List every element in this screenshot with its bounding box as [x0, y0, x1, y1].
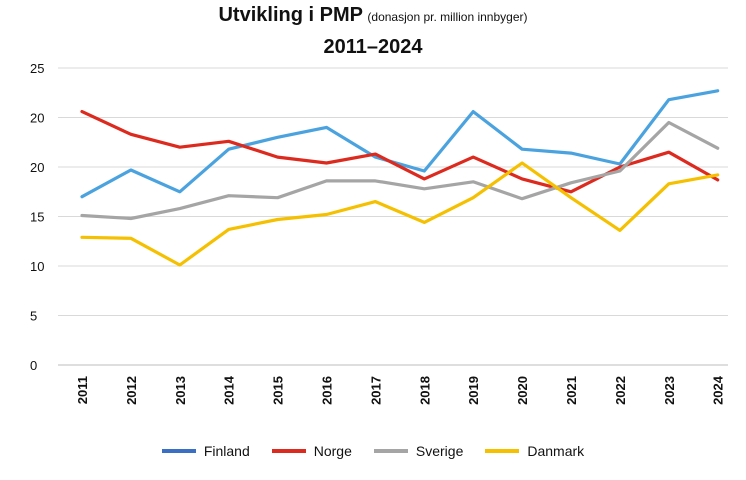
series-line-finland — [80, 89, 720, 199]
x-tick-label: 2018 — [417, 376, 432, 405]
y-tick-label: 20 — [30, 111, 44, 126]
chart-title-note: (donasjon pr. million innbyger) — [367, 10, 528, 24]
legend-item-norge: Norge — [271, 443, 352, 459]
chart-title: Utvikling i PMP (donasjon pr. million in… — [0, 4, 746, 27]
x-tick-label: 2012 — [124, 376, 139, 405]
legend-swatch — [485, 449, 520, 453]
y-tick-label: 0 — [30, 358, 37, 373]
x-tick-label: 2016 — [320, 376, 335, 405]
x-tick-label: 2022 — [613, 376, 628, 405]
series-line-sverige — [80, 120, 720, 221]
series-line-danmark — [80, 161, 720, 267]
y-tick-label: 20 — [30, 160, 44, 175]
chart-legend: Finland Norge Sverige Danmark — [0, 443, 746, 459]
x-tick-label: 2015 — [271, 376, 286, 405]
x-tick-label: 2023 — [662, 376, 677, 405]
y-tick-label: 25 — [30, 61, 44, 76]
x-tick-label: 2021 — [564, 376, 579, 405]
y-tick-label: 10 — [30, 259, 44, 274]
x-tick-label: 2011 — [75, 376, 90, 404]
legend-label: Finland — [203, 443, 250, 459]
legend-swatch — [271, 449, 306, 453]
x-tick-label: 2013 — [173, 376, 188, 405]
legend-label: Norge — [313, 443, 352, 459]
y-tick-label: 5 — [30, 309, 37, 324]
legend-item-sverige: Sverige — [373, 443, 464, 459]
x-tick-label: 2024 — [711, 375, 726, 405]
chart-subtitle: 2011–2024 — [323, 36, 423, 58]
chart-title-main: Utvikling i PMP — [218, 4, 363, 26]
legend-label: Danmark — [527, 443, 585, 459]
legend-label: Sverige — [415, 443, 464, 459]
legend-item-finland: Finland — [161, 443, 250, 459]
legend-swatch — [373, 449, 408, 453]
x-tick-label: 2020 — [515, 376, 530, 405]
legend-swatch — [161, 449, 196, 453]
y-tick-label: 15 — [30, 210, 44, 225]
series-line-norge — [80, 109, 720, 194]
x-tick-label: 2019 — [466, 376, 481, 405]
x-tick-label: 2014 — [222, 375, 237, 405]
legend-item-danmark: Danmark — [485, 443, 584, 459]
x-tick-label: 2017 — [368, 376, 383, 405]
